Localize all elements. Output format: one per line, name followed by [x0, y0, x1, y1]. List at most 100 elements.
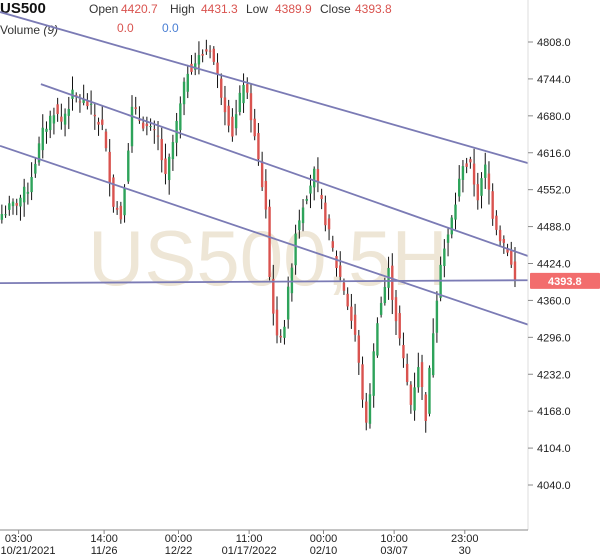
- candle-body: [469, 159, 472, 163]
- candle: [71, 76, 74, 111]
- channel-middle-line[interactable]: [40, 83, 529, 257]
- candle: [11, 198, 15, 215]
- candle-body: [179, 103, 182, 131]
- candle: [30, 162, 33, 201]
- candle-body: [115, 207, 119, 210]
- candle: [220, 73, 223, 106]
- candle: [446, 228, 450, 257]
- candle: [353, 303, 357, 342]
- candle-body: [197, 55, 201, 65]
- candle-body: [383, 286, 387, 304]
- candle-body: [342, 282, 346, 291]
- candle-body: [201, 53, 204, 56]
- time-tick-label: 03:00: [5, 533, 33, 545]
- candle-body: [305, 199, 308, 201]
- candle-body: [294, 233, 297, 266]
- candle-body: [495, 215, 498, 230]
- candle: [0, 204, 4, 224]
- candle-body: [194, 63, 197, 70]
- candle-body: [465, 163, 468, 167]
- candle-body: [82, 99, 85, 103]
- horizontal-support-line[interactable]: [0, 279, 529, 285]
- candle-body: [461, 166, 465, 180]
- candle-body: [420, 362, 424, 388]
- candle-body: [487, 173, 491, 190]
- candle-body: [316, 169, 320, 183]
- date-tick-label: 02/10: [310, 545, 338, 557]
- candle: [260, 151, 264, 192]
- time-axis[interactable]: 03:0010/21/202114:0011/2600:0012/2211:00…: [0, 529, 528, 557]
- candle-body: [182, 81, 186, 105]
- candle: [495, 210, 498, 236]
- candle: [208, 45, 212, 59]
- candle-body: [242, 84, 245, 104]
- open-value: 4420.7: [121, 2, 158, 16]
- channel-upper-line[interactable]: [0, 11, 529, 164]
- candle-body: [22, 186, 26, 203]
- candle-body: [231, 116, 234, 137]
- candle: [268, 199, 271, 281]
- candle-body: [454, 204, 457, 220]
- candle: [205, 39, 208, 55]
- candle: [465, 157, 468, 174]
- candle: [123, 184, 126, 223]
- candle: [405, 353, 409, 386]
- candle: [279, 329, 282, 343]
- price-tick-label: 4552.0: [537, 185, 571, 197]
- candle-body: [491, 191, 494, 219]
- candle: [112, 174, 115, 213]
- candle-body: [446, 234, 450, 243]
- candle: [454, 192, 457, 230]
- candle-body: [234, 114, 238, 129]
- candle: [424, 392, 427, 433]
- candle: [37, 136, 41, 166]
- candle-body: [141, 122, 145, 129]
- candle: [413, 372, 416, 421]
- candle-body: [339, 265, 342, 277]
- candle: [127, 143, 130, 184]
- price-axis[interactable]: 4040.0 4104.0 4168.0 4232.0 4296.0 4360.0 4424…: [528, 37, 571, 492]
- candle: [376, 317, 379, 358]
- candle-body: [238, 92, 242, 112]
- candle-body: [149, 126, 152, 128]
- candle: [305, 195, 308, 205]
- candle: [63, 108, 67, 137]
- candle: [309, 174, 312, 209]
- candle-body: [365, 401, 368, 423]
- volume-label: Volume (9): [0, 23, 58, 37]
- candle-body: [350, 306, 353, 321]
- candle: [365, 392, 368, 431]
- candle-body: [506, 248, 509, 253]
- candle: [130, 95, 134, 153]
- candle: [435, 291, 439, 343]
- channel-lower-line[interactable]: [0, 144, 529, 326]
- time-tick-label: 00:00: [310, 533, 338, 545]
- price-tick-label: 4616.0: [537, 148, 571, 160]
- candle: [201, 49, 204, 63]
- candle: [223, 85, 227, 126]
- candle-body: [357, 335, 361, 363]
- candle: [160, 127, 163, 173]
- candle-body: [405, 363, 409, 382]
- candle-body: [249, 93, 253, 121]
- candle: [119, 201, 123, 224]
- candle-body: [220, 78, 223, 98]
- price-tick-label: 4168.0: [537, 406, 571, 418]
- candle: [242, 73, 245, 113]
- candle: [379, 296, 383, 318]
- candle-body: [45, 128, 48, 132]
- candle-body: [510, 250, 513, 265]
- candle: [227, 99, 230, 133]
- candle-body: [130, 106, 134, 147]
- candle-body: [268, 206, 271, 277]
- candle-body: [472, 163, 476, 185]
- candle-body: [320, 194, 323, 200]
- date-tick-label: 10/21/2021: [0, 545, 55, 557]
- candle: [391, 253, 394, 315]
- candle-body: [257, 133, 260, 160]
- candle-body: [15, 203, 18, 206]
- candle: [286, 276, 290, 329]
- open-label: Open: [89, 2, 119, 16]
- candle: [510, 241, 513, 268]
